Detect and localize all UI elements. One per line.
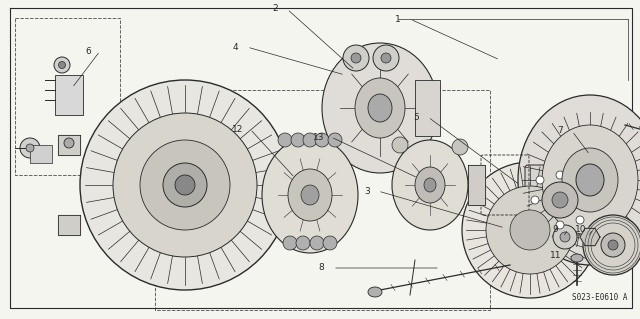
Ellipse shape (54, 57, 70, 73)
Ellipse shape (531, 196, 539, 204)
Polygon shape (58, 135, 80, 155)
Ellipse shape (303, 133, 317, 147)
Ellipse shape (315, 133, 329, 147)
Ellipse shape (278, 133, 292, 147)
Ellipse shape (301, 185, 319, 205)
Text: 8: 8 (319, 263, 324, 272)
Ellipse shape (462, 162, 598, 298)
Ellipse shape (310, 236, 324, 250)
Bar (30, 145, 52, 163)
Ellipse shape (296, 236, 310, 250)
Text: 6: 6 (86, 47, 91, 56)
Ellipse shape (510, 210, 550, 250)
Text: 12: 12 (232, 125, 244, 134)
Ellipse shape (283, 236, 297, 250)
Ellipse shape (556, 221, 564, 229)
Ellipse shape (20, 138, 40, 158)
Ellipse shape (583, 215, 640, 275)
Ellipse shape (58, 62, 65, 69)
Bar (415, 80, 440, 136)
Text: 10: 10 (575, 225, 587, 234)
Ellipse shape (175, 175, 195, 195)
Ellipse shape (542, 125, 638, 235)
Ellipse shape (571, 254, 583, 262)
Ellipse shape (518, 95, 640, 265)
Ellipse shape (576, 216, 584, 224)
Polygon shape (580, 228, 600, 246)
Ellipse shape (368, 94, 392, 122)
Ellipse shape (601, 233, 625, 257)
Ellipse shape (351, 53, 361, 63)
Ellipse shape (64, 138, 74, 148)
Ellipse shape (424, 178, 436, 192)
Ellipse shape (373, 45, 399, 71)
Text: 11: 11 (550, 251, 561, 260)
Ellipse shape (328, 133, 342, 147)
Ellipse shape (560, 232, 570, 242)
Ellipse shape (556, 171, 564, 179)
Ellipse shape (608, 240, 618, 250)
Ellipse shape (113, 113, 257, 257)
Text: 3: 3 (364, 187, 369, 196)
Ellipse shape (262, 137, 358, 253)
Ellipse shape (323, 236, 337, 250)
Text: 7: 7 (557, 126, 563, 135)
Ellipse shape (368, 287, 382, 297)
Ellipse shape (542, 182, 578, 218)
Ellipse shape (536, 216, 544, 224)
Ellipse shape (415, 167, 445, 203)
Ellipse shape (80, 80, 290, 290)
Ellipse shape (163, 163, 207, 207)
Text: 1: 1 (396, 15, 401, 24)
Ellipse shape (581, 196, 589, 204)
Ellipse shape (486, 186, 574, 274)
Ellipse shape (355, 78, 405, 138)
Ellipse shape (392, 140, 468, 230)
Ellipse shape (322, 43, 438, 173)
Ellipse shape (452, 139, 468, 155)
Ellipse shape (26, 144, 34, 152)
FancyBboxPatch shape (525, 165, 595, 235)
Ellipse shape (553, 225, 577, 249)
Ellipse shape (291, 133, 305, 147)
Ellipse shape (562, 148, 618, 212)
Polygon shape (468, 165, 485, 205)
Ellipse shape (552, 192, 568, 208)
Text: 4: 4 (233, 43, 238, 52)
Text: 13: 13 (313, 133, 324, 142)
Ellipse shape (140, 140, 230, 230)
Text: S023-E0610 A: S023-E0610 A (573, 293, 628, 302)
Ellipse shape (536, 176, 544, 184)
Ellipse shape (576, 176, 584, 184)
Text: 9: 9 (553, 225, 558, 234)
Text: 5: 5 (413, 113, 419, 122)
Ellipse shape (343, 45, 369, 71)
Ellipse shape (576, 164, 604, 196)
Polygon shape (58, 215, 80, 235)
Ellipse shape (392, 137, 408, 153)
Ellipse shape (288, 169, 332, 221)
Text: 2: 2 (273, 4, 278, 13)
Bar (55, 75, 83, 115)
Ellipse shape (381, 53, 391, 63)
